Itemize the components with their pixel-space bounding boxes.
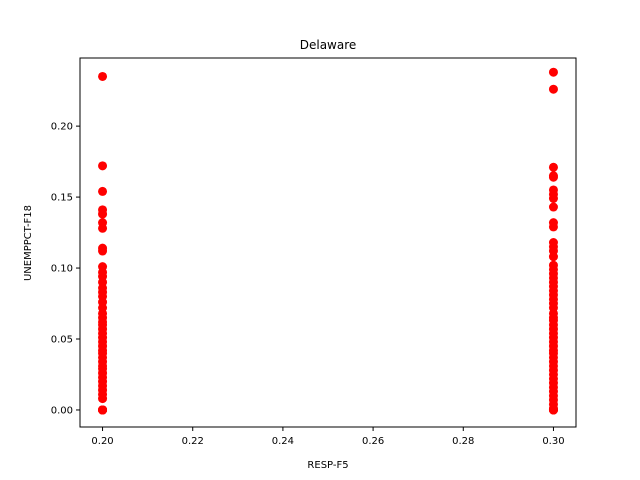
x-axis-ticks: 0.20 0.22 0.24 0.26 0.28 0.30 [91, 427, 565, 447]
scatter-point [98, 394, 108, 404]
y-tick-label: 0.00 [51, 405, 73, 416]
x-axis-label: RESP-F5 [307, 460, 348, 471]
scatter-point [98, 405, 108, 415]
scatter-point [548, 252, 558, 262]
scatter-point [548, 172, 558, 182]
x-tick-label: 0.22 [182, 436, 204, 447]
y-axis-ticks: 0.00 0.05 0.10 0.15 0.20 [51, 122, 80, 416]
chart-title: Delaware [300, 38, 357, 52]
data-points [98, 67, 558, 415]
plot-frame [79, 57, 577, 428]
scatter-point [98, 161, 108, 171]
scatter-point [548, 202, 558, 212]
scatter-point [548, 162, 558, 172]
scatter-point [98, 246, 108, 256]
x-tick-label: 0.20 [91, 436, 113, 447]
scatter-point [98, 223, 108, 233]
x-tick-label: 0.30 [542, 436, 564, 447]
scatter-point [98, 71, 108, 81]
y-tick-label: 0.15 [51, 193, 73, 204]
x-tick-label: 0.28 [452, 436, 474, 447]
scatter-point [548, 67, 558, 77]
scatter-point [548, 194, 558, 204]
y-tick-label: 0.20 [51, 122, 73, 133]
scatter-point [548, 222, 558, 232]
scatter-point [98, 209, 108, 219]
scatter-point [548, 405, 558, 415]
y-axis-label: UNEMPPCT-F18 [23, 205, 34, 281]
x-tick-label: 0.26 [362, 436, 384, 447]
scatter-point [98, 186, 108, 196]
y-tick-label: 0.10 [51, 264, 73, 275]
x-tick-label: 0.24 [272, 436, 294, 447]
y-tick-label: 0.05 [51, 335, 73, 346]
scatter-point [548, 84, 558, 94]
